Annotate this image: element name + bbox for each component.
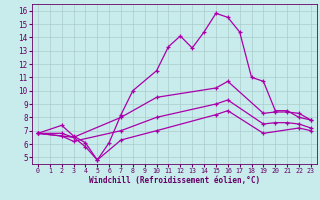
X-axis label: Windchill (Refroidissement éolien,°C): Windchill (Refroidissement éolien,°C) bbox=[89, 176, 260, 185]
